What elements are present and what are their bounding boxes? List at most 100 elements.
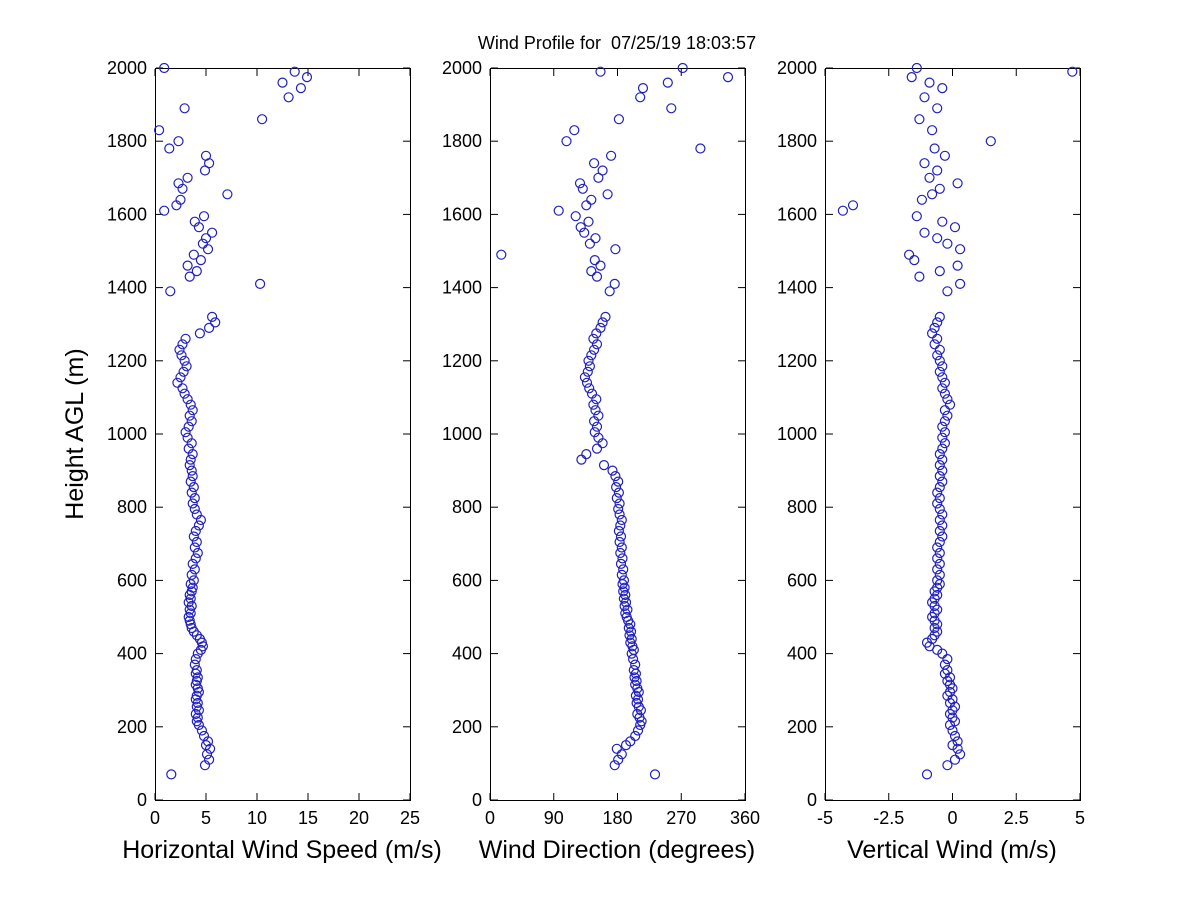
data-point-marker	[949, 222, 961, 233]
subplot-0: 0 5 10 15 20 25 0 200 400 600 800 1000 1200 1400 1600 1…	[107, 58, 420, 828]
data-point-marker	[947, 725, 958, 736]
data-point-marker	[942, 760, 953, 771]
data-point-marker	[200, 233, 212, 244]
data-point-marker	[637, 82, 649, 94]
data-point-marker	[204, 322, 215, 333]
data-point-marker	[911, 62, 922, 74]
data-point-marker	[929, 322, 940, 333]
data-point-marker	[937, 421, 948, 432]
data-point-marker	[283, 92, 294, 103]
data-point-marker	[582, 366, 593, 377]
data-point-marker	[934, 183, 945, 194]
data-point-marker	[616, 514, 627, 526]
data-point-marker	[588, 333, 599, 344]
y-tick-label: 800	[117, 497, 147, 517]
data-point-marker	[929, 143, 940, 154]
data-point-marker	[947, 694, 958, 705]
axis-box	[825, 68, 1081, 801]
data-point-marker	[185, 454, 196, 465]
xlabel-wind-direction: Wind Direction (degrees)	[478, 836, 756, 864]
data-point-marker	[949, 730, 961, 742]
data-point-marker	[189, 542, 200, 553]
data-point-marker	[184, 410, 195, 421]
data-point-marker	[186, 600, 197, 612]
data-point-marker	[184, 271, 195, 282]
data-point-marker	[186, 416, 197, 427]
data-point-marker	[939, 377, 951, 388]
data-point-marker	[301, 71, 313, 83]
data-point-marker	[909, 255, 920, 266]
data-point-marker	[595, 322, 606, 333]
y-tick-label: 600	[787, 570, 817, 590]
data-point-marker	[926, 189, 938, 200]
data-point-marker	[589, 427, 600, 438]
data-point-marker	[937, 383, 948, 394]
data-point-marker	[194, 328, 205, 339]
figure-title: Wind Profile for 07/25/19 18:03:57	[477, 33, 757, 53]
data-point-marker	[186, 487, 197, 498]
data-point-marker	[937, 454, 948, 465]
data-point-marker	[618, 575, 630, 586]
data-point-marker	[591, 339, 603, 350]
data-point-marker	[627, 653, 639, 665]
data-point-marker	[934, 547, 945, 559]
data-point-marker	[189, 564, 200, 575]
data-point-marker	[207, 311, 218, 322]
scatter-markers	[837, 62, 1078, 780]
data-point-marker	[635, 92, 646, 103]
data-point-marker	[586, 194, 597, 205]
data-point-marker	[932, 103, 943, 114]
data-point-marker	[926, 328, 938, 339]
x-tick-label: 0	[947, 808, 957, 828]
data-point-marker	[182, 432, 193, 443]
data-point-marker	[616, 542, 627, 553]
data-point-marker	[609, 760, 620, 771]
data-point-marker	[949, 754, 961, 765]
data-point-marker	[921, 769, 933, 780]
data-point-marker	[179, 103, 190, 114]
data-point-marker	[649, 769, 661, 780]
data-point-marker	[937, 361, 948, 372]
data-point-marker	[942, 410, 953, 421]
data-point-marker	[607, 465, 618, 476]
data-point-marker	[175, 194, 186, 205]
data-point-marker	[591, 443, 603, 454]
data-point-marker	[175, 372, 186, 383]
data-point-marker	[613, 503, 624, 515]
data-point-marker	[190, 525, 201, 537]
data-point-marker	[937, 372, 948, 383]
x-tick-label: 2.5	[1004, 808, 1029, 828]
x-tick-label: -2.5	[873, 808, 904, 828]
axis-box	[490, 68, 746, 801]
data-point-marker	[937, 216, 948, 227]
data-point-marker	[617, 553, 628, 564]
y-tick-label: 200	[452, 717, 482, 737]
data-point-marker	[595, 66, 606, 77]
y-tick-label: 600	[452, 570, 482, 590]
data-point-marker	[934, 536, 945, 548]
data-point-marker	[611, 743, 622, 754]
data-point-marker	[593, 410, 604, 421]
data-point-marker	[926, 125, 938, 136]
data-point-marker	[610, 482, 622, 493]
data-point-marker	[182, 172, 193, 183]
data-point-marker	[944, 672, 956, 683]
data-point-marker	[289, 66, 300, 77]
y-tick-label: 2000	[777, 58, 817, 78]
y-tick-label: 1400	[442, 278, 482, 298]
data-point-marker	[921, 637, 933, 648]
data-point-marker	[722, 71, 734, 83]
data-point-marker	[176, 350, 187, 361]
data-point-marker	[222, 189, 233, 200]
data-point-marker	[934, 355, 945, 366]
data-point-marker	[932, 487, 943, 498]
data-point-marker	[561, 136, 572, 147]
data-point-marker	[579, 227, 590, 238]
data-point-marker	[177, 383, 188, 394]
y-tick-label: 2000	[442, 58, 482, 78]
data-point-marker	[666, 103, 677, 114]
data-point-marker	[932, 564, 943, 575]
data-point-marker	[937, 476, 948, 487]
y-tick-label: 1400	[777, 278, 817, 298]
